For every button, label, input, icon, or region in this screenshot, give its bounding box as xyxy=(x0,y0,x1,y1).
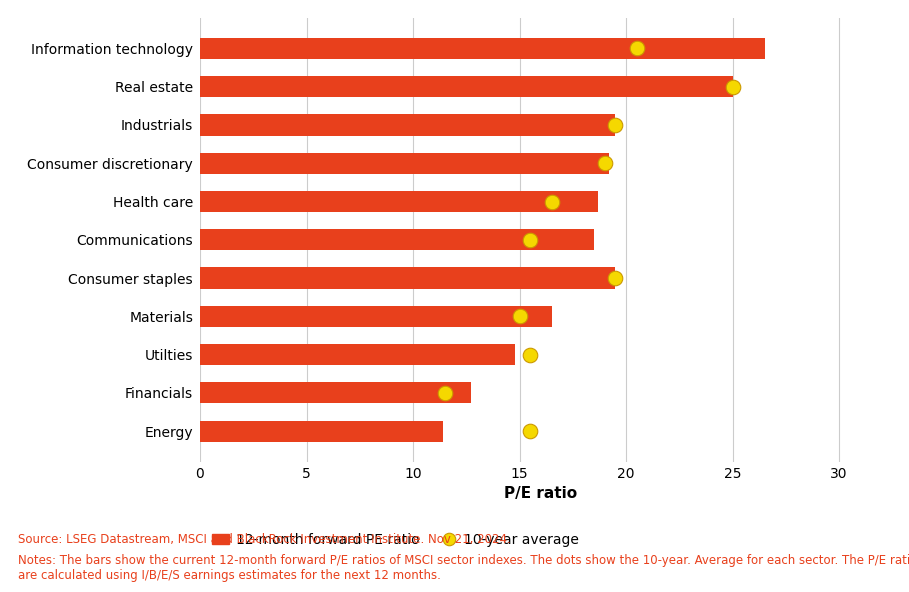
Bar xyxy=(200,153,609,174)
Text: Source: LSEG Datastream, MSCI and BlackRock Investment Institute. Nov 21, 2024.: Source: LSEG Datastream, MSCI and BlackR… xyxy=(18,533,511,546)
Bar xyxy=(200,305,552,327)
Point xyxy=(608,274,623,283)
Bar xyxy=(200,76,733,97)
Point xyxy=(438,388,453,398)
Point xyxy=(597,159,612,168)
Point xyxy=(608,120,623,130)
Bar xyxy=(200,114,615,136)
Bar xyxy=(200,344,515,365)
Bar xyxy=(200,382,471,403)
Point xyxy=(523,235,537,244)
Point xyxy=(544,197,559,206)
Legend: 12-month forward PE ratio, 10-year average: 12-month forward PE ratio, 10-year avera… xyxy=(207,527,584,552)
Point xyxy=(629,44,644,53)
Bar xyxy=(200,191,598,212)
Point xyxy=(523,426,537,436)
Bar xyxy=(200,420,443,442)
Bar xyxy=(200,268,615,288)
Point xyxy=(523,350,537,359)
Point xyxy=(725,82,740,91)
X-axis label: P/E ratio: P/E ratio xyxy=(504,486,577,501)
Bar xyxy=(200,38,764,59)
Text: Notes: The bars show the current 12-month forward P/E ratios of MSCI sector inde: Notes: The bars show the current 12-mont… xyxy=(18,554,909,581)
Bar xyxy=(200,229,594,250)
Point xyxy=(513,311,527,321)
